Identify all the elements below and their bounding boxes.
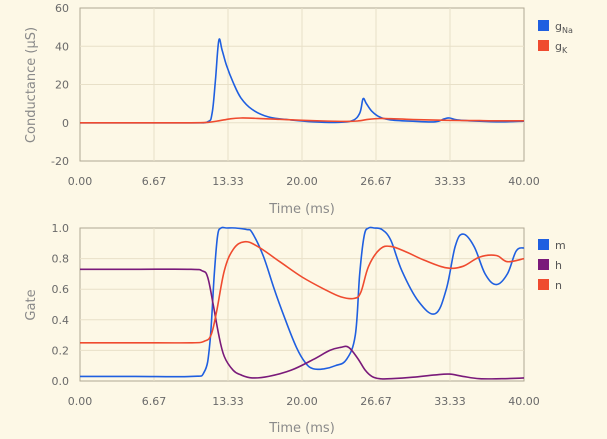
x-tick-label: 6.67 — [142, 175, 167, 188]
legend-label: gNa — [555, 20, 573, 35]
legend-label: m — [555, 239, 566, 252]
gate-chart: 0.00 6.67 13.33 20.00 26.67 33.33 40.00 0.0 0.2… — [24, 222, 566, 436]
x-tick-labels: 0.00 6.67 13.33 20.00 26.67 33.33 40.00 — [68, 175, 540, 188]
legend-swatch — [538, 20, 549, 31]
x-tick-label: 33.33 — [434, 175, 466, 188]
x-tick-label: 13.33 — [212, 395, 244, 408]
series-line-n — [79, 240, 525, 344]
x-tick-label: 33.33 — [434, 395, 466, 408]
x-tick-label: 40.00 — [508, 175, 540, 188]
legend-label: h — [555, 259, 562, 272]
y-tick-label: 20 — [55, 79, 69, 92]
y-tick-label: 0.0 — [52, 375, 70, 388]
x-tick-label: 0.00 — [68, 395, 93, 408]
legend: gNa gK — [538, 20, 573, 55]
grid — [80, 8, 524, 161]
x-tick-label: 20.00 — [286, 395, 318, 408]
x-tick-label: 40.00 — [508, 395, 540, 408]
x-tick-label: 20.00 — [286, 175, 318, 188]
y-tick-label: -20 — [51, 155, 69, 168]
y-tick-label: 0.2 — [52, 344, 70, 357]
legend-label: n — [555, 279, 562, 292]
y-tick-label: 0.4 — [52, 314, 70, 327]
y-axis-title: Conductance (µS) — [24, 27, 39, 143]
conductance-chart: 0.00 6.67 13.33 20.00 26.67 33.33 40.00 -20 0 20… — [24, 2, 573, 217]
y-axis-title: Gate — [24, 289, 39, 320]
legend-label: gK — [555, 40, 568, 55]
x-tick-label: 0.00 — [68, 175, 93, 188]
legend-swatch — [538, 279, 549, 290]
y-tick-label: 40 — [55, 40, 69, 53]
series-line-m — [80, 226, 525, 378]
series-line-g-k — [79, 117, 525, 124]
x-tick-label: 6.67 — [142, 395, 167, 408]
y-tick-label: 0.6 — [52, 283, 70, 296]
series-line-h — [80, 268, 525, 380]
y-tick-label: 1.0 — [52, 222, 70, 235]
y-tick-label: 0 — [62, 117, 69, 130]
y-tick-label: 0.8 — [52, 253, 70, 266]
x-tick-label: 13.33 — [212, 175, 244, 188]
x-axis-title: Time (ms) — [268, 202, 335, 217]
y-tick-label: 60 — [55, 2, 69, 15]
legend-swatch — [538, 259, 549, 270]
x-axis-title: Time (ms) — [268, 421, 335, 436]
y-tick-labels: 0.0 0.2 0.4 0.6 0.8 1.0 — [52, 222, 70, 388]
series-group — [79, 38, 525, 124]
series-line-g-na — [79, 38, 525, 124]
series-group — [79, 226, 525, 380]
legend: mhn — [538, 239, 566, 292]
x-tick-label: 26.67 — [360, 395, 392, 408]
x-tick-label: 26.67 — [360, 175, 392, 188]
y-tick-labels: -20 0 20 40 60 — [51, 2, 69, 168]
legend-swatch — [538, 239, 549, 250]
x-tick-labels: 0.00 6.67 13.33 20.00 26.67 33.33 40.00 — [68, 395, 540, 408]
legend-swatch — [538, 40, 549, 51]
